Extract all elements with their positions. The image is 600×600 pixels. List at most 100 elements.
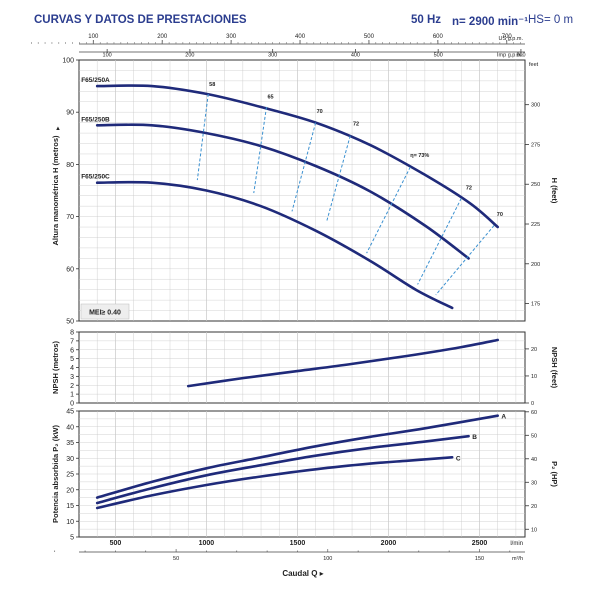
head-y-axis-arrow: ▲ (55, 126, 61, 132)
feet-unit-label: feet (529, 62, 539, 68)
lmin-unit-label: l/min (510, 541, 523, 547)
power-curve-b (95, 434, 470, 505)
imp-gpm-tick-label: 600 (516, 53, 525, 59)
lmin-tick-label: 1000 (199, 540, 215, 547)
head-curve-f65-250c (95, 180, 454, 310)
npsh-left-tick-label: 4 (70, 365, 74, 372)
power-left-tick-label: 10 (66, 519, 74, 526)
power-right-tick-label: 60 (531, 410, 537, 416)
npsh-right-tick-label: 10 (531, 374, 537, 380)
npsh-left-tick-label: 5 (70, 356, 74, 363)
power-right-tick-label: 10 (531, 527, 537, 533)
head-left-tick-label: 70 (66, 214, 74, 221)
head-y-axis-right-title: H (feet) (550, 178, 559, 204)
imp-gpm-tick-label: 400 (351, 53, 360, 59)
power-y-axis-title: Potencia absorbida P₂ (kW) (51, 425, 60, 523)
npsh-left-tick-label: 2 (70, 383, 74, 390)
head-series-label: F65/250B (81, 116, 110, 123)
power-left-tick-label: 45 (66, 409, 74, 416)
iso-efficiency-line (366, 166, 411, 254)
npsh-right-tick-label: 20 (531, 347, 537, 353)
efficiency-label: 70 (317, 109, 323, 115)
npsh-curve-npsh (186, 338, 499, 388)
head-left-tick-label: 80 (66, 162, 74, 169)
efficiency-label: η= 73% (410, 153, 429, 159)
imp-gpm-tick-label: 100 (103, 53, 112, 59)
power-series-label: B (472, 434, 477, 441)
power-left-tick-label: 30 (66, 456, 74, 463)
power-curve-c (95, 456, 454, 510)
npsh-right-tick-label: 0 (531, 401, 534, 407)
head-left-tick-label: 90 (66, 110, 74, 117)
efficiency-label: 65 (267, 95, 273, 101)
head-y-axis-title: Altura manométrica H (metros) (51, 135, 60, 246)
head-series-label: F65/250A (81, 77, 110, 84)
us-gpm-tick-label: 300 (226, 34, 237, 40)
m3h-tick-label: 50 (173, 556, 179, 562)
iso-efficiency-line (291, 122, 317, 212)
us-gpm-tick-label: 100 (88, 34, 99, 40)
m3h-tick-label: 100 (323, 556, 332, 562)
lmin-tick-label: 1500 (290, 540, 306, 547)
imp-gpm-unit-label: Imp g.p.m. (497, 53, 523, 59)
head-right-tick-label: 200 (531, 262, 540, 268)
mei-label: MEI≥ 0.40 (89, 310, 121, 317)
us-gpm-tick-label: 400 (295, 34, 306, 40)
head-left-tick-label: 50 (66, 319, 74, 326)
npsh-left-tick-label: 7 (70, 338, 74, 345)
head-right-tick-label: 275 (531, 142, 540, 148)
power-y-axis-right-title: P₂ (HP) (550, 461, 559, 487)
imp-gpm-tick-label: 500 (434, 53, 443, 59)
suction-height-label: HS= 0 m (528, 14, 574, 26)
us-gpm-tick-label: 500 (364, 34, 375, 40)
head-right-tick-label: 175 (531, 302, 540, 308)
power-left-tick-label: 40 (66, 424, 74, 431)
power-right-tick-label: 30 (531, 480, 537, 486)
power-series-label: A (501, 414, 506, 421)
iso-efficiency-line (253, 106, 267, 194)
npsh-left-tick-label: 1 (70, 392, 74, 399)
us-gpm-tick-label: 600 (433, 34, 444, 40)
npsh-left-tick-label: 8 (70, 330, 74, 337)
power-right-tick-label: 50 (531, 433, 537, 439)
head-right-tick-label: 225 (531, 222, 540, 228)
frequency-label: 50 Hz (411, 14, 442, 26)
power-left-tick-label: 5 (70, 535, 74, 542)
iso-efficiency-line (435, 225, 495, 296)
efficiency-label: 58 (209, 82, 215, 88)
power-left-tick-label: 25 (66, 472, 74, 479)
npsh-left-tick-label: 3 (70, 374, 74, 381)
iso-efficiency-line (196, 93, 209, 181)
lmin-tick-label: 2500 (472, 540, 488, 547)
m3h-unit-label: m³/h (512, 556, 523, 562)
mei-box (80, 303, 130, 320)
x-axis-title: Caudal Q ▸ (282, 569, 323, 578)
head-curve-f65-250a (95, 84, 499, 229)
power-series-label: C (456, 455, 461, 462)
head-left-tick-label: 60 (66, 266, 74, 273)
m3h-tick-label: 150 (475, 556, 484, 562)
power-left-tick-label: 35 (66, 440, 74, 447)
efficiency-label: 70 (497, 212, 503, 218)
head-curve-f65-250b (95, 123, 470, 260)
head-right-tick-label: 300 (531, 103, 540, 109)
page-title: CURVAS Y DATOS DE PRESTACIONES (34, 14, 247, 26)
us-gpm-unit-label: US g.p.m. (499, 36, 524, 42)
npsh-y-axis-title: NPSH (metros) (51, 341, 60, 394)
npsh-left-tick-label: 6 (70, 347, 74, 354)
head-panel-frame (78, 59, 526, 322)
power-right-tick-label: 20 (531, 504, 537, 510)
npsh-left-tick-label: 0 (70, 401, 74, 408)
efficiency-label: 72 (353, 122, 359, 128)
head-right-tick-label: 250 (531, 182, 540, 188)
lmin-tick-label: 2000 (381, 540, 397, 547)
head-left-tick-label: 100 (62, 58, 74, 65)
efficiency-label: 72 (466, 185, 472, 191)
power-left-tick-label: 20 (66, 487, 74, 494)
head-series-label: F65/250C (81, 174, 110, 181)
npsh-y-axis-right-title: NPSH (feet) (550, 347, 559, 389)
us-gpm-tick-label: 200 (157, 34, 168, 40)
us-gpm-tick-label: 700 (502, 34, 513, 40)
iso-efficiency-line (417, 198, 462, 285)
